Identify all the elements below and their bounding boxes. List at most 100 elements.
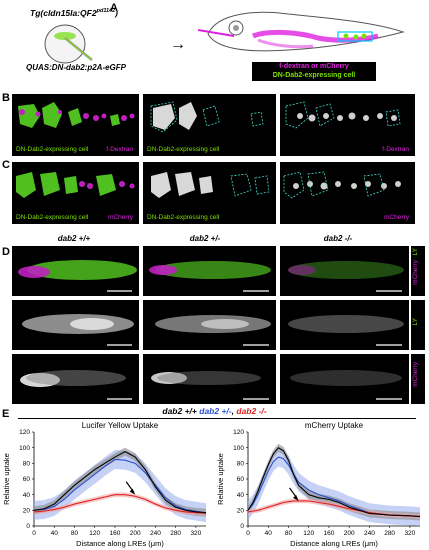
panel-c-green-image bbox=[151, 172, 270, 198]
panel-label-e: E bbox=[2, 408, 10, 420]
series-band-0 bbox=[34, 447, 206, 517]
panel-b-magenta-caption: f-Dextran bbox=[382, 146, 409, 153]
panel-e-divider bbox=[18, 418, 416, 419]
legend-magenta-text: f-dextran or mCherry bbox=[279, 63, 349, 70]
y-tick-label: 100 bbox=[19, 445, 30, 452]
panel-label-b: B bbox=[2, 92, 10, 104]
panel-d-merge-het-image bbox=[149, 261, 271, 292]
construct-label: QUAS:DN-dab2:p2A-eGFP bbox=[26, 63, 127, 72]
panel-c-merge-image bbox=[16, 172, 135, 198]
transgene-label: Tg(cldn15la:QF2pd1142) bbox=[30, 8, 118, 18]
panel-label-a: A bbox=[110, 2, 118, 14]
panel-b-merge: DN-Dab2-expressing cell f-Dextran bbox=[12, 94, 139, 156]
x-tick-label: 120 bbox=[89, 530, 100, 537]
y-tick-label: 40 bbox=[23, 492, 31, 499]
mcherry-label: mCherry bbox=[412, 362, 419, 387]
panel-d-ly-mut bbox=[280, 300, 409, 350]
y-tick-label: 120 bbox=[19, 429, 30, 436]
series-line-2 bbox=[33, 494, 207, 515]
y-axis-label: Relative uptake bbox=[2, 453, 11, 505]
chart-title: mCherry Uptake bbox=[305, 421, 364, 430]
legend-mut: dab2 -/- bbox=[236, 406, 267, 416]
series-band-2 bbox=[34, 492, 206, 516]
x-tick-label: 280 bbox=[170, 530, 181, 537]
panel-b-green: DN-Dab2-expressing cell bbox=[143, 94, 276, 156]
series-line-0 bbox=[33, 450, 207, 514]
x-axis-label: Distance along LREs (μm) bbox=[290, 539, 378, 548]
panel-c-green: DN-Dab2-expressing cell bbox=[143, 162, 276, 224]
chart-title: Lucifer Yellow Uptake bbox=[82, 421, 159, 430]
panel-d-ly-wt bbox=[12, 300, 139, 350]
series-band-1 bbox=[34, 450, 206, 523]
arrow-head bbox=[129, 488, 136, 495]
x-tick-label: 0 bbox=[32, 530, 36, 537]
x-tick-label: 320 bbox=[190, 530, 201, 537]
genotype-het: dab2 +/- bbox=[189, 234, 221, 243]
legend-box: f-dextran or mCherry DN-Dab2-expressing … bbox=[252, 62, 376, 81]
panel-d-mch-wt-image bbox=[20, 370, 132, 400]
panel-label-d: D bbox=[2, 246, 10, 258]
merge-label-ly: LY bbox=[412, 248, 419, 256]
y-tick-label: 0 bbox=[240, 523, 244, 530]
panel-b-merge-caption-green: DN-Dab2-expressing cell bbox=[16, 146, 89, 153]
panel-label-c: C bbox=[2, 159, 10, 171]
x-axis-label: Distance along LREs (μm) bbox=[76, 539, 164, 548]
x-tick-label: 80 bbox=[71, 530, 79, 537]
series-line-1 bbox=[33, 458, 207, 514]
panel-b-magenta: f-Dextran bbox=[280, 94, 415, 156]
panel-d-mch-mut-image bbox=[290, 370, 402, 400]
panel-c-magenta-image bbox=[283, 171, 401, 199]
y-tick-label: 120 bbox=[233, 429, 244, 436]
y-tick-label: 0 bbox=[26, 523, 30, 530]
panel-d-merge-het bbox=[143, 246, 276, 296]
y-tick-label: 100 bbox=[233, 445, 244, 452]
y-tick-label: 60 bbox=[237, 476, 245, 483]
y-tick-label: 80 bbox=[237, 461, 245, 468]
y-tick-label: 80 bbox=[23, 461, 31, 468]
x-tick-label: 200 bbox=[130, 530, 141, 537]
panel-d-mch-mut bbox=[280, 354, 409, 404]
panel-b-magenta-image bbox=[285, 101, 401, 129]
panel-d-merge-wt-image bbox=[18, 260, 137, 292]
panel-b-green-caption: DN-Dab2-expressing cell bbox=[147, 146, 220, 153]
y-tick-label: 60 bbox=[23, 476, 31, 483]
panel-d-merge-mut-image bbox=[288, 261, 404, 292]
panel-d-merge-wt bbox=[12, 246, 139, 296]
genotype-mut: dab2 -/- bbox=[323, 234, 353, 243]
x-tick-label: 40 bbox=[265, 530, 273, 537]
arrow-right-icon: → bbox=[170, 36, 186, 53]
panel-d-ly-wt-image bbox=[22, 314, 134, 346]
embryo-injection-diagram bbox=[44, 24, 93, 64]
panel-c-magenta: mCherry bbox=[280, 162, 415, 224]
x-tick-label: 160 bbox=[324, 530, 335, 537]
merge-label-mcherry: mCherry bbox=[412, 260, 419, 285]
y-tick-label: 40 bbox=[237, 492, 245, 499]
x-tick-label: 240 bbox=[364, 530, 375, 537]
panel-d-mch-het-image bbox=[151, 371, 269, 400]
larva-diagram bbox=[198, 11, 405, 52]
x-tick-label: 0 bbox=[246, 530, 250, 537]
panel-d-mch-wt bbox=[12, 354, 139, 404]
panel-d-ly-mut-image bbox=[288, 315, 404, 346]
transgene-allele: pd1142 bbox=[96, 8, 116, 15]
legend-wt: dab2 +/+ bbox=[162, 406, 197, 416]
panel-b-merge-image bbox=[18, 102, 135, 128]
transgene-close: ) bbox=[115, 8, 118, 18]
panel-d-ly-het-image bbox=[155, 315, 271, 346]
legend-green-text: DN-Dab2-expressing cell bbox=[272, 72, 356, 79]
arrow-head bbox=[293, 494, 299, 501]
panel-c-magenta-caption: mCherry bbox=[384, 214, 409, 221]
x-tick-label: 40 bbox=[51, 530, 59, 537]
arrow-annotation bbox=[125, 481, 136, 495]
x-tick-label: 280 bbox=[384, 530, 395, 537]
x-tick-label: 320 bbox=[404, 530, 415, 537]
chart-mcherry: mCherry Uptake 0 40 80 120 160 200 240 280 320 0 20… bbox=[216, 421, 421, 548]
transgene-text: Tg(cldn15la:QF2 bbox=[30, 8, 97, 18]
y-axis-label: Relative uptake bbox=[216, 453, 225, 505]
panel-b-merge-caption-magenta: f-Dextran bbox=[106, 146, 133, 153]
series-line-0 bbox=[247, 446, 421, 518]
x-tick-label: 200 bbox=[344, 530, 355, 537]
panel-d-mch-het bbox=[143, 354, 276, 404]
x-tick-label: 80 bbox=[285, 530, 293, 537]
